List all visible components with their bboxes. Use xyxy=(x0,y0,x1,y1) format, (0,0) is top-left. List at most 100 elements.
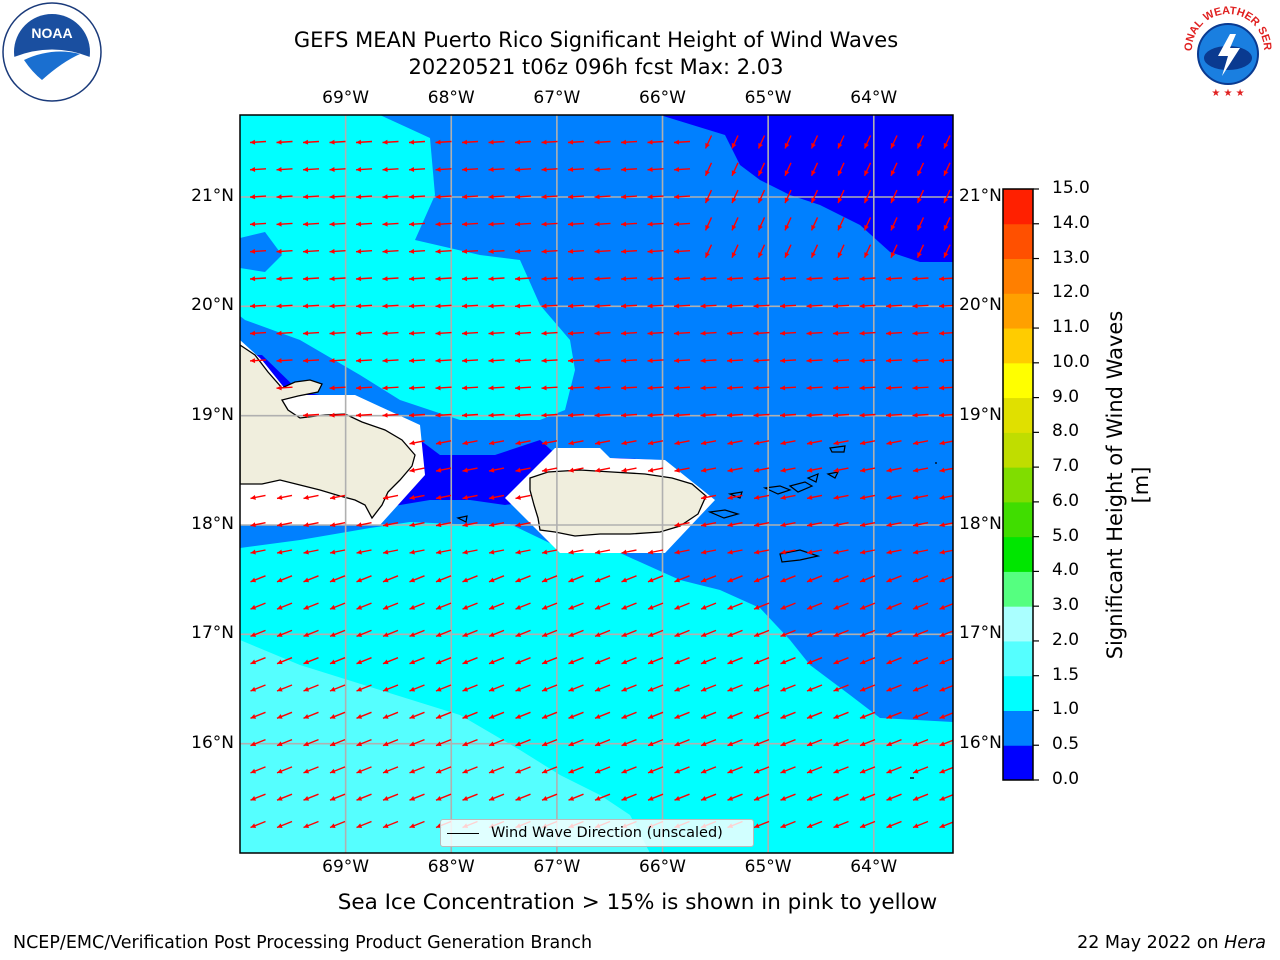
wave-direction-arrow xyxy=(462,602,478,610)
wave-direction-arrow xyxy=(674,602,690,610)
wave-direction-arrow xyxy=(859,549,876,555)
wave-direction-arrow xyxy=(859,684,876,692)
wave-direction-arrow xyxy=(753,330,770,336)
wave-direction-arrow xyxy=(568,738,584,747)
wave-direction-arrow xyxy=(408,248,426,254)
wave-direction-arrow xyxy=(435,194,452,200)
colorbar-tick-label: 12.0 xyxy=(1052,282,1090,303)
wave-direction-arrow xyxy=(541,303,558,309)
wave-direction-arrow xyxy=(568,629,584,638)
wave-direction-arrow xyxy=(567,330,585,336)
wave-direction-arrow xyxy=(409,522,425,528)
wave-direction-arrow xyxy=(912,738,929,747)
wave-direction-arrow xyxy=(249,276,267,282)
wave-direction-arrow xyxy=(276,248,293,254)
wave-direction-arrow xyxy=(916,135,925,149)
wave-direction-arrow xyxy=(704,217,713,231)
wave-direction-arrow xyxy=(912,276,929,282)
wave-direction-arrow xyxy=(727,549,743,555)
wave-direction-arrow xyxy=(594,330,611,336)
wave-direction-arrow xyxy=(810,217,819,231)
wave-direction-arrow xyxy=(890,162,898,177)
wave-direction-arrow xyxy=(302,303,320,309)
wave-direction-arrow xyxy=(647,139,664,145)
wave-direction-arrow xyxy=(303,549,319,555)
wave-direction-arrow xyxy=(674,766,690,774)
wave-direction-arrow xyxy=(912,657,929,665)
wave-direction-arrow xyxy=(832,358,850,364)
wave-direction-arrow xyxy=(594,467,611,473)
wave-direction-arrow xyxy=(435,166,452,172)
wave-direction-arrow xyxy=(673,412,691,418)
wave-direction-arrow xyxy=(515,549,531,555)
wave-direction-arrow xyxy=(833,629,849,638)
wave-direction-arrow xyxy=(806,711,823,719)
wave-direction-arrow xyxy=(249,221,267,227)
wave-direction-arrow xyxy=(409,440,425,446)
wave-direction-arrow xyxy=(250,793,266,801)
wave-direction-arrow xyxy=(943,244,951,258)
wave-direction-arrow xyxy=(647,793,664,801)
wave-direction-arrow xyxy=(567,248,585,254)
wave-direction-arrow xyxy=(859,522,876,528)
wave-direction-arrow xyxy=(435,303,452,309)
wave-direction-arrow xyxy=(488,522,505,528)
wave-direction-arrow xyxy=(382,684,399,692)
wave-direction-arrow xyxy=(620,276,638,282)
wave-direction-arrow xyxy=(515,494,531,500)
wave-direction-arrow xyxy=(620,248,638,254)
wave-direction-arrow xyxy=(435,248,452,254)
wave-direction-arrow xyxy=(568,440,584,446)
colorbar-segment xyxy=(1003,189,1033,225)
colorbar-frame xyxy=(1002,188,1034,781)
wave-direction-arrow xyxy=(647,330,664,336)
wave-direction-arrow xyxy=(731,217,739,231)
wave-direction-arrow xyxy=(303,522,319,528)
wave-direction-arrow xyxy=(704,162,713,177)
wave-direction-arrow xyxy=(780,793,796,801)
wave-direction-arrow xyxy=(726,358,744,364)
wave-direction-arrow xyxy=(832,330,850,336)
wave-direction-arrow xyxy=(727,711,743,719)
wave-direction-arrow xyxy=(356,549,372,555)
wave-direction-arrow xyxy=(833,820,849,829)
wave-direction-arrow xyxy=(488,684,505,692)
wave-direction-arrow xyxy=(647,467,664,473)
wave-direction-arrow xyxy=(594,412,611,418)
wave-direction-arrow xyxy=(408,194,426,200)
wave-direction-arrow xyxy=(462,549,478,555)
wave-direction-arrow xyxy=(673,303,691,309)
colorbar-tick-label: 10.0 xyxy=(1052,351,1090,372)
wave-direction-arrow xyxy=(488,412,505,418)
svg-text:★ ★ ★: ★ ★ ★ xyxy=(1211,88,1244,99)
longitude-label: 66°W xyxy=(639,88,686,108)
wave-direction-arrow xyxy=(408,139,426,145)
wave-direction-arrow xyxy=(886,549,902,555)
colorbar-segment xyxy=(1003,432,1033,468)
colorbar-tick-label: 1.0 xyxy=(1052,699,1080,720)
wave-direction-arrow xyxy=(912,602,929,610)
wave-direction-arrow xyxy=(568,549,584,555)
wave-direction-arrow xyxy=(912,494,929,500)
wave-direction-arrow xyxy=(727,657,743,665)
wave-direction-arrow xyxy=(594,549,611,555)
wave-direction-arrow xyxy=(329,602,346,610)
colorbar-tick-label: 8.0 xyxy=(1052,421,1080,442)
wave-direction-arrow xyxy=(674,657,690,665)
wave-direction-arrow xyxy=(568,793,584,801)
wave-direction-arrow xyxy=(302,276,320,282)
wave-direction-arrow xyxy=(567,385,585,391)
wave-direction-arrow xyxy=(859,494,876,500)
wave-direction-arrow xyxy=(833,440,849,446)
wave-direction-arrow xyxy=(355,412,373,418)
wave-direction-arrow xyxy=(621,440,637,446)
wave-direction-arrow xyxy=(541,440,558,446)
wave-direction-arrow xyxy=(943,217,951,231)
wave-direction-arrow xyxy=(753,276,770,282)
wave-direction-arrow xyxy=(435,602,452,610)
wave-direction-arrow xyxy=(515,629,531,638)
wave-direction-arrow xyxy=(806,330,823,336)
wave-direction-arrow xyxy=(833,494,849,500)
wave-direction-arrow xyxy=(939,522,953,528)
wave-direction-arrow xyxy=(780,657,796,665)
